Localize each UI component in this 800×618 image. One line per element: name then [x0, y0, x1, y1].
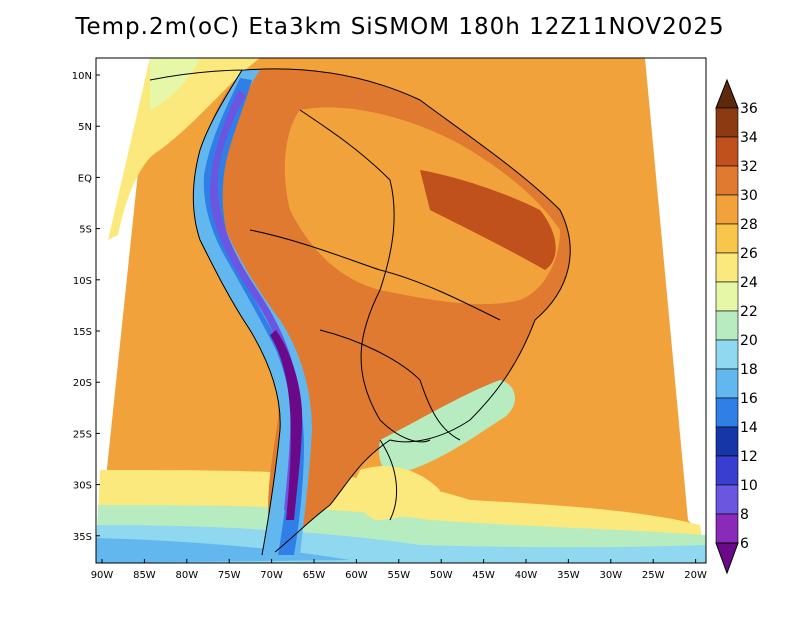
colorbar-swatch [715, 513, 739, 544]
colorbar-level-label: 26 [740, 246, 758, 262]
lat-label: 25S [73, 429, 92, 440]
lon-label: 75W [218, 570, 241, 581]
lon-label: 35W [557, 570, 580, 581]
colorbar-swatch [715, 484, 739, 515]
lon-label: 25W [642, 570, 665, 581]
colorbar-level-label: 30 [740, 188, 758, 204]
colorbar-lower-arrow [715, 542, 739, 575]
colorbar-level-label: 10 [740, 478, 758, 494]
lon-label: 70W [260, 570, 283, 581]
lon-label: 55W [387, 570, 410, 581]
colorbar-swatch [715, 397, 739, 428]
colorbar-swatch [715, 339, 739, 370]
colorbar-swatch [715, 165, 739, 196]
map-title: Temp.2m(oC) Eta3km SiSMOM 180h 12Z11NOV2… [75, 14, 725, 40]
map-field [96, 58, 706, 563]
colorbar-swatch [715, 136, 739, 167]
lat-label: 10S [73, 276, 92, 287]
lat-label: 5N [78, 122, 92, 133]
colorbar-swatch [715, 194, 739, 225]
lon-label: 80W [175, 570, 198, 581]
lat-label: 10N [72, 71, 92, 82]
colorbar-swatch [715, 107, 739, 138]
lon-label: 65W [303, 570, 326, 581]
lon-label: 45W [472, 570, 495, 581]
colorbar-upper-arrow [715, 78, 739, 109]
lat-label: EQ [78, 173, 92, 184]
lon-label: 60W [345, 570, 368, 581]
colorbar-swatch [715, 281, 739, 312]
colorbar-swatches [715, 78, 739, 575]
colorbar-level-label: 34 [740, 130, 758, 146]
country-borders [149, 68, 571, 556]
lat-label: 35S [73, 532, 92, 543]
lat-label: 30S [73, 481, 92, 492]
colorbar-level-label: 32 [740, 159, 758, 175]
colorbar-level-label: 28 [740, 217, 758, 233]
colorbar-swatch [715, 223, 739, 254]
lon-label: 85W [133, 570, 156, 581]
colorbar-swatch [715, 252, 739, 283]
colorbar-level-label: 36 [740, 101, 758, 117]
lon-label: 30W [599, 570, 622, 581]
colorbar-level-label: 16 [740, 391, 758, 407]
lon-label: 90W [91, 570, 114, 581]
colorbar-level-label: 24 [740, 275, 758, 291]
map-frame [95, 57, 707, 564]
colorbar-level-label: 12 [740, 449, 758, 465]
colorbar-labels: 36 34 32 30 28 26 24 22 20 18 16 14 12 10 8 6 [740, 101, 758, 552]
colorbar-swatch [715, 426, 739, 457]
colorbar-swatch [715, 310, 739, 341]
colorbar-level-label: 20 [740, 333, 758, 349]
colorbar-level-label: 6 [740, 536, 749, 552]
colorbar-swatch [715, 368, 739, 399]
lon-label: 20W [684, 570, 707, 581]
colorbar-level-label: 18 [740, 362, 758, 378]
lon-label: 40W [515, 570, 538, 581]
colorbar-level-label: 8 [740, 507, 749, 523]
lat-label: 20S [73, 378, 92, 389]
colorbar-level-label: 22 [740, 304, 758, 320]
lon-label: 50W [430, 570, 453, 581]
colorbar-swatch [715, 455, 739, 486]
colorbar-level-label: 14 [740, 420, 758, 436]
map-axes: 10N 5N EQ 5S 10S 15S 20S 25S 30S 35S 90W 85W 80W 75W 7… [72, 71, 707, 581]
lat-label: 15S [73, 327, 92, 338]
lat-label: 5S [79, 225, 92, 236]
